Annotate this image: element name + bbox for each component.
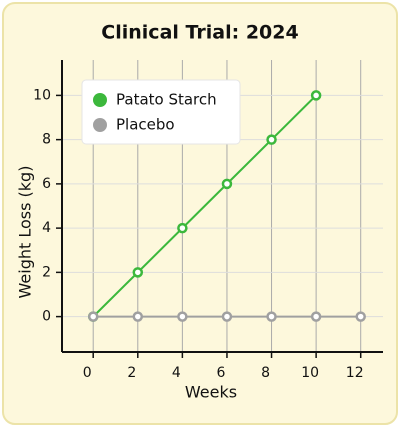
legend-swatch xyxy=(93,118,107,132)
y-tick-label: 8 xyxy=(42,132,51,148)
legend-label: Placebo xyxy=(116,116,175,134)
x-tick-label: 0 xyxy=(83,365,92,381)
point xyxy=(177,311,188,322)
x-tick-label: 10 xyxy=(301,365,319,381)
x-tick-label: 4 xyxy=(172,365,181,381)
series-line xyxy=(92,94,317,318)
point xyxy=(132,267,144,278)
point xyxy=(221,311,233,322)
point xyxy=(266,134,277,145)
point xyxy=(221,178,233,190)
y-tick-label: 4 xyxy=(42,220,51,236)
legend-swatch xyxy=(93,93,107,107)
y-tick-label: 6 xyxy=(42,176,51,192)
y-tick-label: 0 xyxy=(42,309,51,325)
point xyxy=(177,222,188,234)
x-tick-label: 2 xyxy=(127,365,136,381)
y-tick-label: 10 xyxy=(33,87,51,103)
x-tick-label: 8 xyxy=(261,365,270,381)
y-axis-label: Weight Loss (kg) xyxy=(16,166,35,299)
legend-box xyxy=(81,79,241,145)
point xyxy=(266,311,277,322)
point xyxy=(310,311,322,322)
point xyxy=(132,311,144,322)
x-tick-label: 6 xyxy=(216,365,225,381)
plot xyxy=(87,90,366,322)
x-tick-label: 12 xyxy=(346,365,364,381)
point xyxy=(310,90,322,101)
point xyxy=(355,311,366,322)
x-axis-label: Weeks xyxy=(185,383,237,402)
chart-title: Clinical Trial: 2024 xyxy=(101,22,298,44)
point xyxy=(87,311,99,322)
y-tick-label: 2 xyxy=(42,264,51,280)
legend-label: Patato Starch xyxy=(116,91,217,109)
